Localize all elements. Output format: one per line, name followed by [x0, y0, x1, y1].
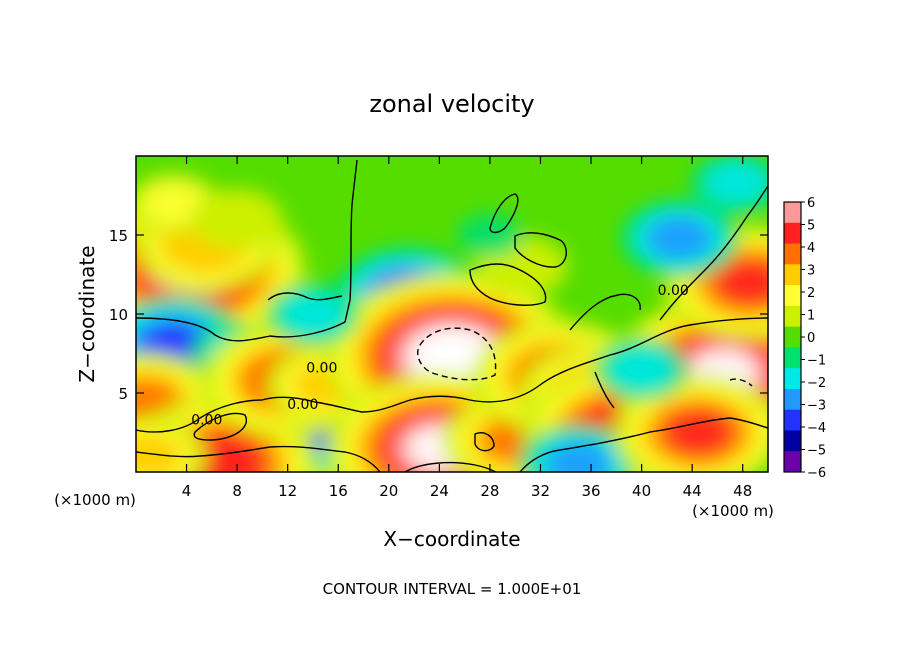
field-blob	[665, 410, 732, 455]
colorbar-swatch	[784, 451, 801, 473]
x-tick-label: 20	[379, 482, 398, 500]
field-blob	[545, 442, 612, 472]
field-blob	[204, 197, 271, 242]
colorbar-tick-label: 5	[807, 219, 815, 234]
x-axis: 4 8 12 16 20 24 28 32 36 40 44 48	[182, 156, 752, 500]
colorbar-tick-label: −1	[807, 354, 826, 369]
x-unit-left: (×1000 m)	[54, 491, 136, 509]
colorbar-tick-label: −3	[807, 399, 826, 414]
field-blob	[419, 334, 485, 379]
chart-title: zonal velocity	[369, 90, 534, 118]
field-blob	[488, 244, 555, 289]
x-tick-label: 48	[733, 482, 752, 500]
field-blob	[140, 181, 207, 226]
contour-label: 0.00	[287, 397, 318, 413]
contour-line	[136, 395, 471, 433]
contour-label-layer: 0.00 0.00 0.00 0.00	[191, 283, 689, 429]
colorbar-tick-label: 1	[807, 309, 815, 324]
x-tick-label: 16	[329, 482, 348, 500]
colorbar-swatch	[784, 243, 801, 265]
field-blob	[608, 347, 675, 392]
contour-line	[193, 412, 248, 441]
colorbar-swatch	[784, 285, 801, 307]
y-axis: 5 10 15	[109, 227, 768, 403]
colorbar-swatch	[784, 222, 801, 245]
colorbar-tick-label: 2	[807, 286, 815, 301]
contour-interval-note: CONTOUR INTERVAL = 1.000E+01	[323, 580, 582, 598]
colorbar-swatch	[784, 305, 801, 328]
contour-line	[519, 417, 768, 472]
colorbar-tick-label: −2	[807, 376, 826, 391]
colorbar-tick-label: −4	[807, 421, 826, 436]
colorbar-swatch	[784, 347, 801, 369]
x-tick-label: 32	[531, 482, 550, 500]
contour-line	[267, 292, 343, 301]
y-tick-label: 5	[118, 385, 128, 403]
y-tick-label: 10	[109, 306, 128, 324]
zero-contours	[136, 159, 768, 472]
x-tick-label: 44	[683, 482, 702, 500]
x-tick-label: 12	[278, 482, 297, 500]
contour-line	[474, 432, 495, 452]
field-blob	[280, 292, 346, 336]
contour-line	[136, 445, 381, 472]
field-blob	[646, 216, 713, 261]
plot-area: 0.00 0.00 0.00 0.00	[136, 156, 768, 472]
field-blob	[716, 260, 768, 305]
colorbar: 6 5 4 3 2 1 0 −1 −2 −3 −4 −5 −6	[783, 196, 826, 481]
contour-line	[469, 317, 768, 403]
contour-line	[514, 232, 567, 268]
colorbar-swatch	[784, 326, 801, 348]
contour-line	[594, 371, 615, 409]
contour-label: 0.00	[191, 413, 222, 429]
colorbar-tick-label: −6	[807, 466, 826, 481]
colorbar-tick-label: 3	[807, 264, 815, 279]
contour-label: 0.00	[306, 361, 337, 377]
y-axis-label: Z−coordinate	[75, 245, 99, 382]
colorbar-swatch	[784, 264, 801, 286]
colorbar-swatch	[784, 430, 801, 452]
velocity-field	[136, 156, 768, 472]
contour-line	[569, 293, 641, 331]
colorbar-swatch	[784, 409, 801, 431]
contour-line	[136, 159, 358, 342]
colorbar-tick-label: 4	[807, 241, 815, 256]
x-tick-label: 8	[232, 482, 242, 500]
x-tick-label: 4	[182, 482, 192, 500]
contour-line	[659, 185, 768, 321]
colorbar-swatch	[784, 368, 801, 390]
contour-line	[404, 461, 497, 472]
x-unit-right: (×1000 m)	[692, 502, 774, 520]
contour-line	[469, 263, 547, 306]
contour-line	[489, 193, 519, 234]
field-blob	[456, 213, 523, 257]
field-blob	[136, 434, 182, 472]
contour-line	[729, 378, 753, 387]
colorbar-swatch	[784, 388, 801, 411]
y-tick-label: 15	[109, 227, 128, 245]
colorbar-tick-label: 0	[807, 331, 815, 346]
x-tick-label: 24	[430, 482, 449, 500]
colorbar-swatch	[784, 202, 801, 224]
field-blob	[703, 160, 768, 205]
contour-label: 0.00	[658, 283, 689, 299]
x-tick-label: 28	[480, 482, 499, 500]
x-tick-label: 36	[581, 482, 600, 500]
x-axis-label: X−coordinate	[383, 527, 520, 551]
x-tick-label: 40	[632, 482, 651, 500]
contour-line	[417, 327, 497, 381]
colorbar-tick-label: 6	[807, 196, 815, 211]
colorbar-tick-label: −5	[807, 444, 826, 459]
